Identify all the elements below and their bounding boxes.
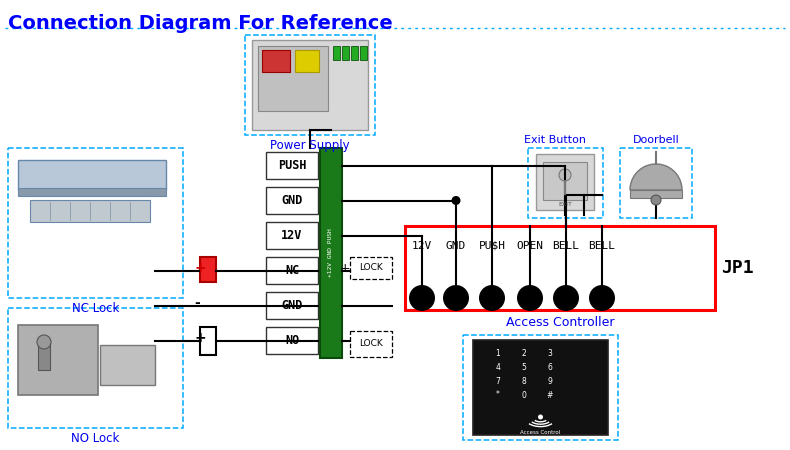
Text: 8: 8 [521,377,526,386]
Bar [262,50,290,72]
Bar [266,187,318,214]
Text: Access Control: Access Control [521,429,561,435]
Circle shape [409,285,435,311]
Circle shape [559,169,571,181]
Text: NC Lock: NC Lock [72,302,119,315]
Bar [630,190,682,198]
Bar [295,50,319,72]
Text: GND: GND [281,194,303,207]
Text: LOCK: LOCK [359,339,383,348]
Text: NO Lock: NO Lock [71,432,120,445]
Text: 12V: 12V [412,241,432,251]
Bar [18,160,166,190]
Bar [252,40,368,130]
Text: -: - [194,296,200,310]
Bar [266,152,318,179]
Text: Exit Button: Exit Button [525,135,586,145]
Text: EXIT: EXIT [558,202,572,207]
Bar [200,327,216,355]
Circle shape [553,285,579,311]
Text: GND: GND [281,299,303,312]
Bar [536,154,594,210]
Circle shape [443,285,469,311]
Circle shape [517,285,543,311]
Bar [266,292,318,319]
Bar [360,46,367,60]
Bar [463,335,618,440]
Text: 7: 7 [495,377,500,386]
Bar [8,308,183,428]
Bar [38,340,50,370]
Text: 6: 6 [547,363,552,372]
Text: Connection Diagram For Reference: Connection Diagram For Reference [8,14,393,33]
Text: JP1: JP1 [721,259,754,277]
Bar [266,257,318,284]
Text: Access Controller: Access Controller [506,316,615,329]
Bar [266,327,318,354]
Bar [18,325,98,395]
Text: 5: 5 [521,363,526,372]
Polygon shape [630,164,682,190]
Bar [333,46,340,60]
Bar [350,256,392,279]
Text: 12V: 12V [281,229,303,242]
Text: -: - [343,336,348,348]
Text: +12V GND PUSH: +12V GND PUSH [329,229,333,277]
Text: 4: 4 [495,363,500,372]
Text: OPEN: OPEN [517,241,544,251]
Bar [258,46,328,111]
Bar [100,345,155,385]
Text: PU$H: PU$H [479,241,506,251]
Text: LOCK: LOCK [359,263,383,272]
Text: 9: 9 [547,377,552,386]
Text: 2: 2 [521,348,526,357]
Circle shape [37,335,51,349]
Bar [405,226,715,310]
Text: +: + [194,261,205,274]
Circle shape [651,195,661,205]
Bar [30,200,150,222]
Bar [473,340,608,435]
Text: PUSH: PUSH [278,159,307,172]
Text: BELL: BELL [552,241,580,251]
Bar [8,148,183,298]
Bar [350,330,392,356]
Bar [620,148,692,218]
Text: NC: NC [285,264,299,277]
Circle shape [538,414,543,419]
Circle shape [452,196,461,205]
Bar [320,148,342,358]
Text: +: + [194,330,205,345]
Bar [266,222,318,249]
Bar [18,188,166,196]
Circle shape [479,285,505,311]
Text: Power Supply: Power Supply [270,139,350,152]
Bar [543,162,587,200]
Text: #: # [547,391,553,400]
Text: 1: 1 [495,348,500,357]
Bar [342,46,349,60]
Text: 0: 0 [521,391,526,400]
Bar [245,35,375,135]
Text: *: * [496,391,500,400]
Bar [351,46,358,60]
Text: Doorbell: Doorbell [633,135,679,145]
Text: BELL: BELL [589,241,615,251]
Text: 3: 3 [547,348,552,357]
Text: +: + [340,262,350,275]
Circle shape [589,285,615,311]
Bar [528,148,603,218]
Text: NO: NO [285,334,299,347]
Bar [200,256,216,282]
Text: GND: GND [446,241,466,251]
